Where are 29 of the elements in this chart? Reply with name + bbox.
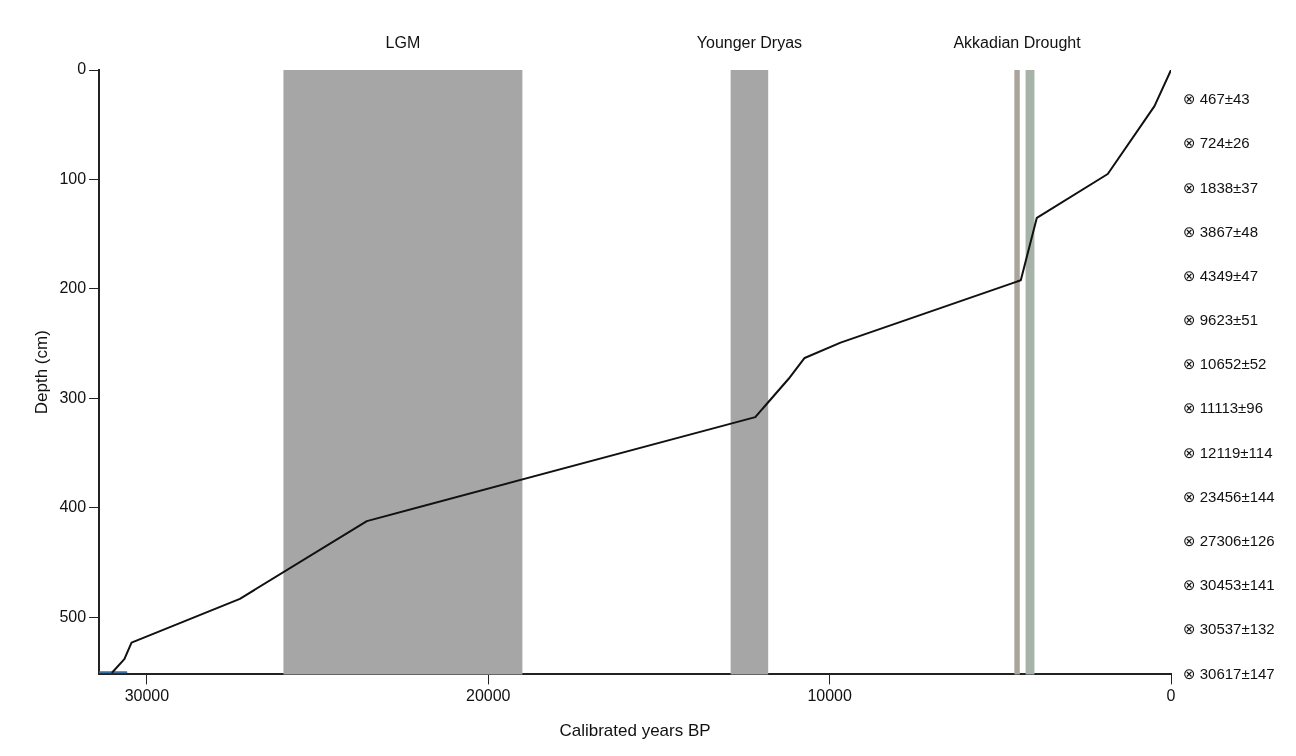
text: ⊗ 12119±114 [1183,443,1273,461]
x-tick-label: 10000 [807,687,852,705]
y-tick-label: 500 [59,607,87,625]
y-tick-label: 200 [59,279,87,297]
text: ⊗ 11113±96 [1183,399,1264,417]
text: ⊗ 10652±52 [1183,355,1267,373]
text: ⊗ 4349±47 [1183,266,1259,284]
band-label: LGM [385,34,421,51]
band-label: Younger Dryas [696,34,803,51]
text: ⊗ 23456±144 [1183,487,1275,505]
text: ⊗ 9623±51 [1183,311,1259,329]
band-label: Akkadian Drought [953,34,1082,51]
x-tick-label: 0 [1166,687,1176,705]
text: ⊗ 724±26 [1183,134,1250,152]
y-tick-label: 300 [59,388,87,406]
text: ⊗ 3867±48 [1183,222,1259,240]
text: ⊗ 467±43 [1183,90,1250,108]
text: ⊗ 30617±147 [1183,664,1275,682]
text: ⊗ 30537±132 [1183,620,1275,638]
x-tick-label: 20000 [466,687,511,705]
text: ⊗ 30453±141 [1183,576,1275,594]
y-tick-label: 0 [77,60,87,78]
text: ⊗ 27306±126 [1183,531,1275,549]
y-axis-title: Depth (cm) [31,330,51,415]
y-tick-label: 100 [59,169,87,187]
x-tick-label: 30000 [124,687,170,705]
text: ⊗ 1838±37 [1183,178,1259,196]
x-axis-title: Calibrated years BP [559,721,711,741]
y-tick-label: 400 [59,498,87,516]
